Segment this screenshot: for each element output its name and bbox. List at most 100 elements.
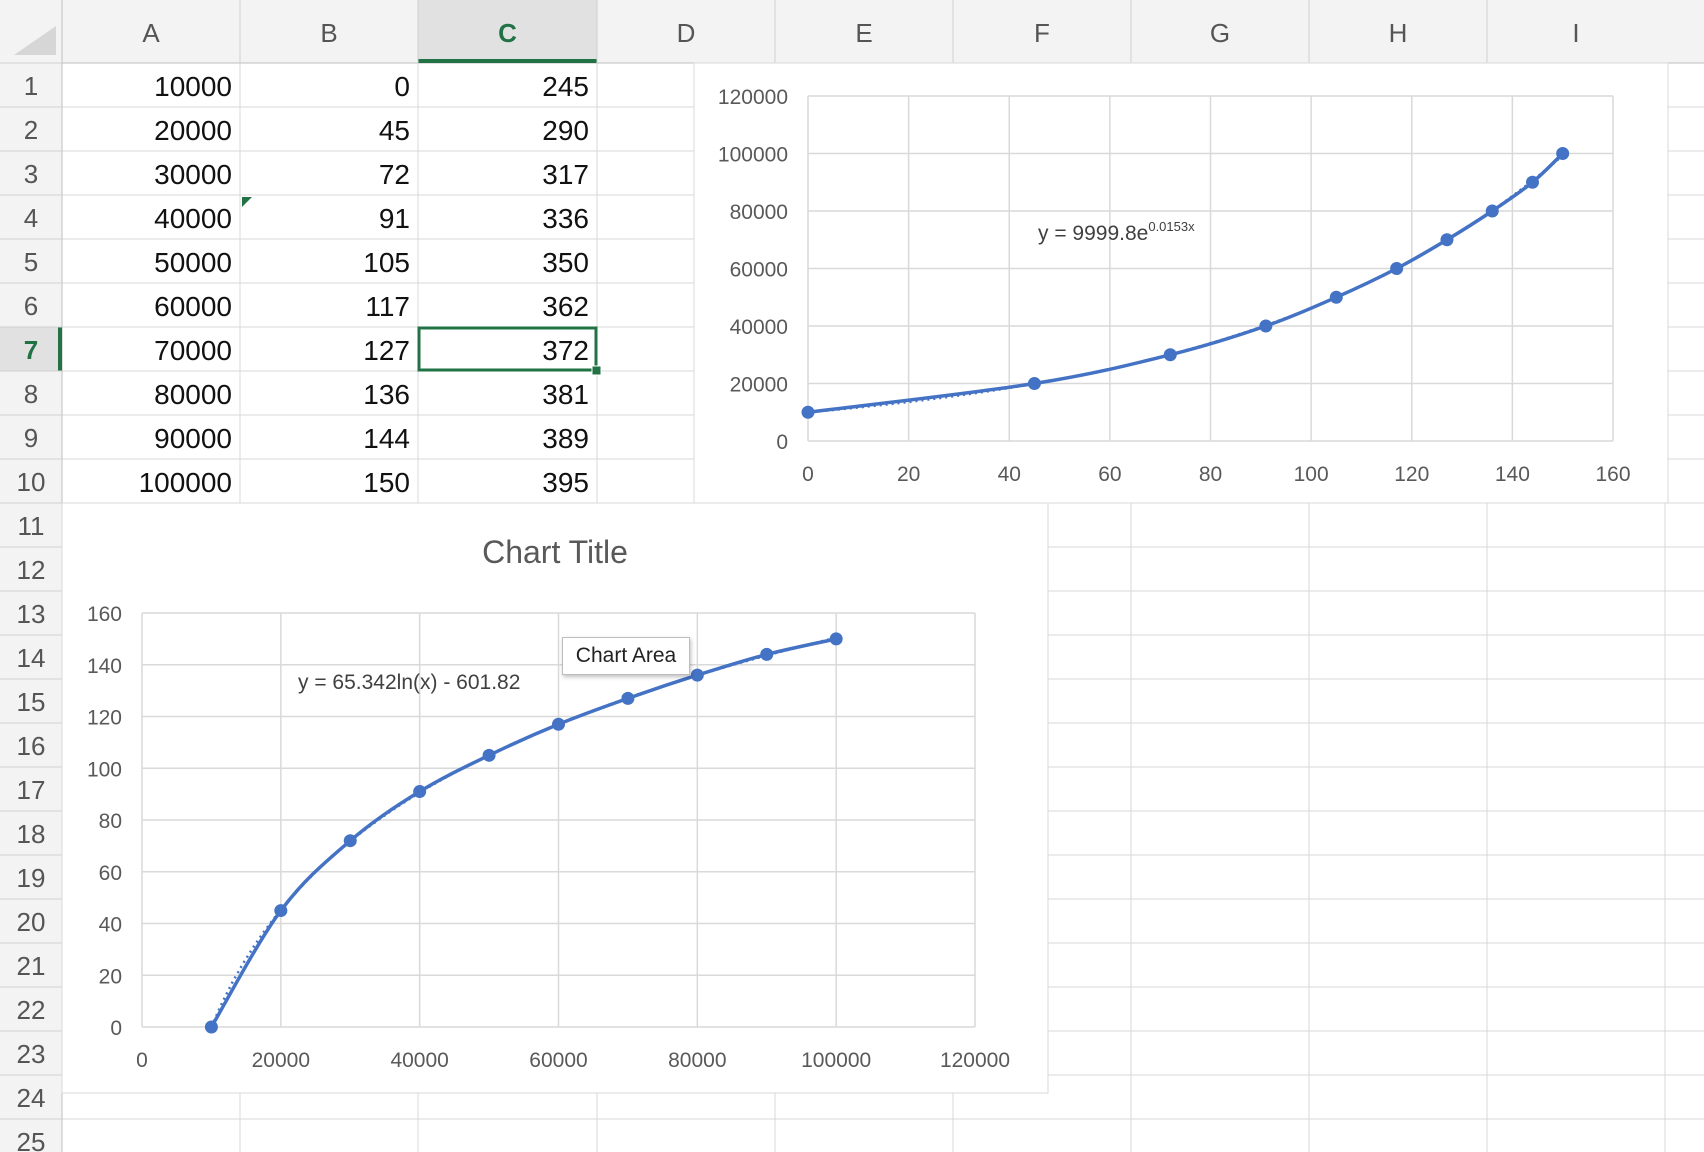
data-point[interactable] (1440, 233, 1454, 247)
cell-b5[interactable]: 105 (363, 247, 410, 278)
logarithmic-chart[interactable]: Chart Title 0 20000 40000 60000 80000 100000 12… (61, 502, 1049, 1094)
column-header-b[interactable]: B (320, 18, 337, 48)
data-point[interactable] (621, 691, 635, 705)
cell-a9[interactable]: 90000 (154, 423, 232, 454)
data-point[interactable] (1526, 175, 1539, 189)
row-header-12[interactable]: 12 (17, 555, 46, 585)
cell-b1[interactable]: 0 (394, 71, 410, 102)
cell-b6[interactable]: 117 (365, 291, 410, 322)
cell-a3[interactable]: 30000 (154, 159, 232, 190)
x-tick-label: 80000 (668, 1049, 726, 1072)
fill-handle[interactable] (591, 365, 602, 376)
trendline-equation[interactable]: y = 9999.8e0.0153x (1038, 219, 1195, 245)
row-header-6[interactable]: 6 (24, 291, 38, 321)
row-header-10[interactable]: 10 (17, 467, 46, 497)
select-all-corner[interactable] (14, 26, 56, 55)
y-tick-label: 120000 (718, 86, 788, 109)
data-point[interactable] (1259, 319, 1273, 333)
row-header-9[interactable]: 9 (24, 423, 38, 453)
row-header-19[interactable]: 19 (17, 863, 46, 893)
cell-c4[interactable]: 336 (542, 203, 589, 234)
row-header-3[interactable]: 3 (24, 159, 38, 189)
series-line[interactable] (209, 637, 837, 1028)
cell-c6[interactable]: 362 (542, 291, 589, 322)
row-header-20[interactable]: 20 (17, 907, 46, 937)
row-header-8[interactable]: 8 (24, 379, 38, 409)
cell-b9[interactable]: 144 (363, 423, 410, 454)
column-header-f[interactable]: F (1034, 18, 1050, 48)
data-point[interactable] (1329, 290, 1343, 304)
y-tick-label: 140 (87, 655, 122, 678)
row-header-7[interactable]: 7 (24, 335, 38, 365)
row-header-18[interactable]: 18 (17, 819, 46, 849)
cell-c3[interactable]: 317 (542, 159, 589, 190)
row-header-5[interactable]: 5 (24, 247, 38, 277)
data-point[interactable] (413, 785, 427, 799)
cell-c8[interactable]: 381 (542, 379, 589, 410)
row-header-2[interactable]: 2 (24, 115, 38, 145)
row-header-14[interactable]: 14 (17, 643, 46, 673)
cell-b2[interactable]: 45 (379, 115, 410, 146)
data-point[interactable] (204, 1020, 218, 1034)
row-header-1[interactable]: 1 (24, 71, 38, 101)
cell-c9[interactable]: 389 (542, 423, 589, 454)
cell-b7[interactable]: 127 (363, 335, 410, 366)
data-point[interactable] (274, 904, 288, 918)
cell-a5[interactable]: 50000 (154, 247, 232, 278)
row-header-21[interactable]: 21 (17, 951, 46, 981)
cell-a4[interactable]: 40000 (154, 203, 232, 234)
cell-b4[interactable]: 91 (379, 203, 410, 234)
data-point[interactable] (801, 405, 815, 419)
cell-c1[interactable]: 245 (542, 71, 589, 102)
chart-title[interactable]: Chart Title (482, 534, 628, 570)
exponential-chart[interactable]: 0 20 40 60 80 100 120 140 160 0 20000 40000 60000 800… (693, 62, 1669, 504)
cell-c10[interactable]: 395 (542, 467, 589, 498)
column-header-e[interactable]: E (855, 18, 872, 48)
column-header-g[interactable]: G (1210, 18, 1230, 48)
data-point[interactable] (1027, 377, 1041, 390)
cell-b8[interactable]: 136 (363, 379, 410, 410)
cell-a1[interactable]: 10000 (154, 71, 232, 102)
row-header-13[interactable]: 13 (17, 599, 46, 629)
selected-row-indicator (58, 327, 62, 371)
row-header-11[interactable]: 11 (18, 511, 45, 541)
data-point[interactable] (760, 647, 774, 661)
cell-a6[interactable]: 60000 (154, 291, 232, 322)
data-point[interactable] (1390, 262, 1404, 275)
cell-c5[interactable]: 350 (542, 247, 589, 278)
cell-a10[interactable]: 100000 (139, 467, 232, 498)
active-cell-border[interactable] (417, 326, 598, 372)
data-point[interactable] (552, 717, 565, 731)
cell-b10[interactable]: 150 (363, 467, 410, 498)
cell-a8[interactable]: 80000 (154, 379, 232, 410)
column-header-d[interactable]: D (677, 18, 696, 48)
cell-a7[interactable]: 70000 (154, 335, 232, 366)
data-point[interactable] (1556, 147, 1570, 160)
data-point[interactable] (829, 632, 843, 646)
x-tick-label: 20 (897, 463, 920, 486)
data-point[interactable] (482, 748, 496, 762)
column-header-a[interactable]: A (142, 18, 160, 48)
cell-c7[interactable]: 372 (542, 335, 589, 366)
data-point[interactable] (1163, 348, 1177, 362)
row-header-16[interactable]: 16 (17, 731, 46, 761)
column-header-h[interactable]: H (1389, 18, 1408, 48)
row-header-4[interactable]: 4 (24, 203, 38, 233)
column-header-c[interactable]: C (498, 18, 517, 48)
row-header-15[interactable]: 15 (17, 687, 46, 717)
trendline-equation[interactable]: y = 65.342ln(x) - 601.82 (298, 671, 520, 694)
row-header-23[interactable]: 23 (17, 1039, 46, 1069)
x-tick-label: 0 (802, 463, 814, 486)
data-point[interactable] (690, 668, 704, 682)
cell-a2[interactable]: 20000 (154, 115, 232, 146)
cell-c2[interactable]: 290 (542, 115, 589, 146)
cell-b3[interactable]: 72 (379, 159, 410, 190)
data-point[interactable] (343, 834, 357, 848)
row-header-24[interactable]: 24 (17, 1083, 46, 1113)
data-point[interactable] (1485, 204, 1499, 218)
row-header-22[interactable]: 22 (17, 995, 46, 1025)
column-header-i[interactable]: I (1572, 18, 1579, 48)
row-header-25[interactable]: 25 (17, 1127, 46, 1152)
row-header-17[interactable]: 17 (17, 775, 46, 805)
